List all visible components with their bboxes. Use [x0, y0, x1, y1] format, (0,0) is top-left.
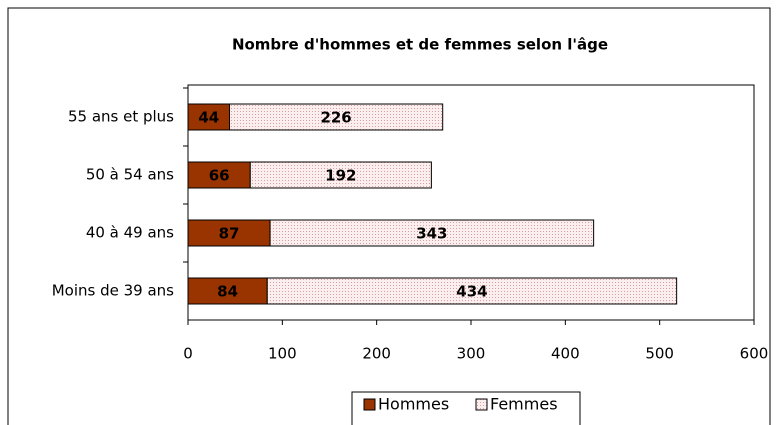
y-tick-label: 55 ans et plus [68, 108, 174, 126]
bar-segment [269, 219, 595, 247]
data-label: 84 [217, 283, 238, 301]
bar-segment [266, 277, 678, 305]
x-tick-label: 500 [645, 345, 674, 363]
x-tick-label: 600 [740, 345, 769, 363]
legend-box [351, 391, 581, 425]
bar-segment [249, 161, 432, 189]
y-tick-label: Moins de 39 ans [52, 282, 174, 300]
x-tick-label: 400 [551, 345, 580, 363]
x-tick-label: 0 [183, 345, 193, 363]
legend-swatch [363, 398, 376, 411]
data-label: 44 [198, 109, 219, 127]
data-label: 192 [325, 167, 356, 185]
data-label: 226 [320, 109, 351, 127]
data-label: 434 [456, 283, 487, 301]
chart-frame [7, 7, 771, 425]
data-label: 66 [209, 167, 230, 185]
bar-segment [187, 277, 268, 305]
bar-segment [229, 103, 444, 131]
data-label: 343 [416, 225, 447, 243]
data-label: 87 [219, 225, 240, 243]
bar-segment [187, 219, 271, 247]
legend-label: Hommes [378, 395, 449, 414]
legend: Hommes Femmes [351, 391, 581, 425]
legend-swatch [475, 398, 488, 411]
x-tick-label: 300 [457, 345, 486, 363]
y-tick-label: 50 à 54 ans [86, 166, 174, 184]
legend-label: Femmes [490, 395, 558, 414]
x-tick-label: 100 [268, 345, 297, 363]
x-tick-label: 200 [362, 345, 391, 363]
y-tick-label: 40 à 49 ans [86, 224, 174, 242]
chart-title: Nombre d'hommes et de femmes selon l'âge [232, 36, 608, 54]
